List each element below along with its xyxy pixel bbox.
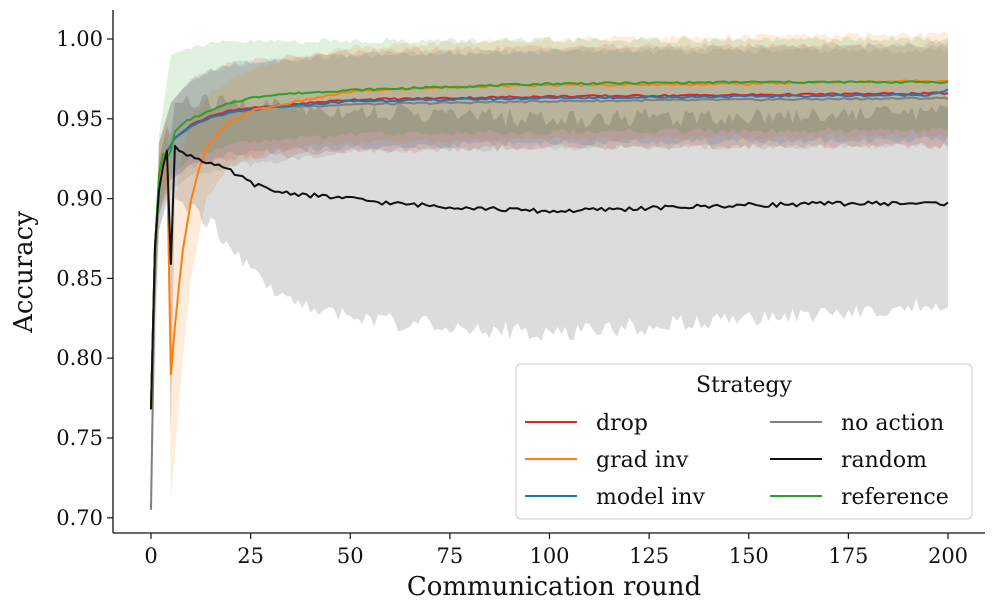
axes: 0 25 50 75 100 125 150 175 200 0.70 0.75 0.80 0.85 0.…	[56, 10, 985, 568]
x-tick-label: 75	[437, 544, 464, 568]
x-tick-label: 200	[928, 544, 968, 568]
x-axis-title: Communication round	[407, 572, 701, 602]
x-tick-label: 175	[828, 544, 868, 568]
legend-title: Strategy	[696, 373, 792, 398]
x-tick-label: 100	[529, 544, 569, 568]
line-no-action	[150, 96, 949, 510]
y-tick-label: 0.95	[56, 107, 103, 131]
y-axis-title: Accuracy	[9, 211, 39, 334]
legend-label-reference: reference	[841, 485, 949, 510]
line-random	[150, 144, 949, 410]
y-tick-label: 0.90	[56, 187, 103, 211]
band-random	[151, 94, 948, 431]
legend-label-no-action: no action	[841, 411, 944, 436]
x-tick-label: 25	[237, 544, 264, 568]
y-tick-label: 0.75	[56, 426, 103, 450]
legend: Strategy drop grad inv model inv no action ra…	[515, 363, 973, 520]
y-tick-label: 0.85	[56, 266, 103, 290]
y-tick-label: 0.80	[56, 346, 103, 370]
line-model-inv	[150, 88, 949, 410]
series-lines	[150, 79, 949, 510]
band-drop	[151, 40, 948, 410]
legend-label-grad-inv: grad inv	[596, 448, 689, 473]
legend-label-random: random	[841, 448, 927, 473]
legend-label-model-inv: model inv	[596, 485, 705, 510]
x-tick-label: 125	[629, 544, 669, 568]
x-tick-label: 50	[337, 544, 364, 568]
confidence-bands	[151, 32, 948, 510]
x-tick-label: 150	[729, 544, 769, 568]
y-tick-label: 1.00	[56, 27, 103, 51]
band-grad-inv	[151, 32, 948, 502]
band-model-inv	[151, 42, 948, 410]
legend-label-drop: drop	[596, 411, 648, 436]
legend-box	[515, 363, 973, 520]
y-tick-label: 0.70	[56, 506, 103, 530]
x-tick-label: 0	[144, 544, 157, 568]
line-grad-inv	[150, 79, 949, 410]
band-reference	[151, 36, 948, 410]
line-reference	[150, 80, 949, 410]
